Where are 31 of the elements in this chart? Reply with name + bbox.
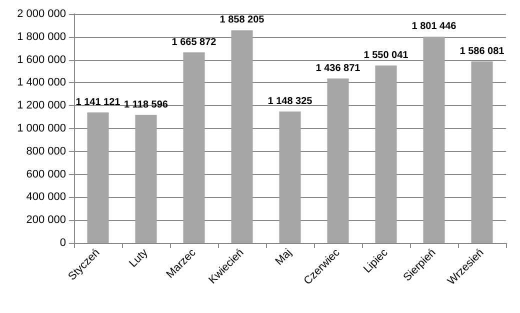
bar (423, 36, 445, 243)
bar (471, 61, 493, 243)
y-tick-label: 2 000 000 (17, 8, 66, 20)
data-label: 1 436 871 (316, 62, 361, 74)
y-tick-label: 0 (60, 237, 66, 249)
bar (327, 78, 349, 243)
bar (135, 114, 157, 243)
data-label: 1 148 325 (268, 96, 313, 108)
y-tick-label: 1 600 000 (17, 54, 66, 66)
x-tick-label: Maj (273, 246, 294, 268)
y-tick-label: 1 400 000 (17, 76, 66, 89)
y-tick-label: 200 000 (26, 214, 66, 226)
bar (375, 66, 397, 243)
x-tick-label: Luty (127, 246, 151, 270)
bar (231, 30, 253, 243)
y-tick-label: 800 000 (26, 145, 66, 158)
y-tick-label: 1 200 000 (17, 100, 66, 112)
y-tick-label: 400 000 (26, 191, 66, 204)
bar (183, 52, 205, 243)
y-tick-label: 1 000 000 (17, 122, 66, 134)
y-tick-label: 1 800 000 (17, 30, 66, 43)
data-label: 1 858 205 (220, 14, 265, 26)
bar (279, 112, 301, 243)
data-label: 1 141 121 (76, 96, 121, 108)
data-label: 1 665 872 (172, 36, 217, 48)
y-tick-label: 600 000 (26, 168, 66, 180)
data-label: 1 118 596 (124, 99, 168, 110)
bar (87, 112, 109, 243)
data-label: 1 801 446 (412, 21, 457, 32)
data-label: 1 586 081 (460, 46, 505, 57)
data-label: 1 550 041 (364, 50, 409, 62)
